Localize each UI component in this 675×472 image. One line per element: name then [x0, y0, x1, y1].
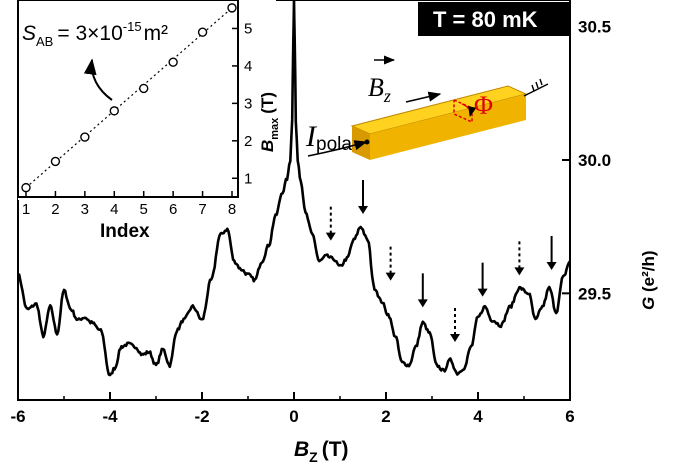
main-chart: -6 -4 -2 0 2 4 6 29.5 30.0 30.5 BZ (T) G (e²/h) T… [10, 0, 658, 465]
peak-arrows [325, 180, 557, 342]
arrow-head [477, 288, 488, 297]
inset-x-label: Index [100, 221, 150, 242]
inset-data-point [109, 106, 119, 116]
flux-label: Φ [474, 91, 493, 120]
arrow-head [546, 262, 557, 270]
main-y-tick-label: 30.0 [578, 151, 611, 170]
inset-y-ticks: 1 2 3 4 5 [232, 20, 252, 187]
inset-points [21, 3, 237, 193]
arrow-head [325, 232, 336, 241]
main-x-tick-label: 2 [381, 407, 390, 426]
field-arrow [405, 91, 442, 103]
current-label: Ipola [305, 120, 352, 155]
current-arrow [307, 140, 368, 157]
x-axis-label: BZ (T) [294, 438, 349, 465]
inset-x-tick-label: 4 [110, 201, 118, 218]
inset-data-point [21, 182, 31, 193]
device-schematic: Φ Bz Ipola [305, 55, 549, 160]
inset-y-tick-label: 3 [244, 95, 252, 112]
inset-data-point [80, 132, 90, 142]
inset-y-tick-label: 2 [244, 133, 252, 150]
temperature-badge [418, 2, 570, 36]
inset-x-tick-label: 7 [198, 201, 206, 218]
inset-x-tick-label: 3 [81, 201, 89, 218]
main-y-ticks: 29.5 30.0 30.5 [562, 18, 611, 303]
main-x-tick-label: -6 [10, 407, 25, 426]
main-x-tick-label: 0 [289, 407, 298, 426]
inset-x-tick-label: 1 [22, 201, 30, 218]
main-y-tick-label: 30.5 [578, 18, 611, 37]
inset-data-point [139, 83, 149, 94]
y-axis-label: G (e²/h) [639, 251, 658, 311]
inset-data-point [50, 156, 61, 167]
main-x-tick-label: -4 [102, 407, 118, 426]
arrow-head [358, 206, 368, 214]
inset-y-tick-label: 4 [244, 58, 252, 75]
inset-x-ticks: 1 2 3 4 5 6 7 8 [22, 191, 236, 218]
contact-dot [364, 139, 370, 145]
inset-y-label: Bmax(T) [258, 92, 281, 152]
inset-data-point [227, 3, 237, 13]
formula-pointer-arrow [83, 58, 113, 101]
ground-symbol [523, 78, 549, 97]
inset-x-tick-label: 2 [51, 201, 59, 218]
arrow-head [385, 272, 396, 281]
field-label: Bz [368, 73, 391, 106]
main-x-tick-label: -2 [194, 407, 209, 426]
inset-x-tick-label: 5 [140, 201, 148, 218]
main-x-tick-label: 6 [565, 407, 574, 426]
inset-x-tick-label: 6 [169, 201, 177, 218]
bar-front-face [370, 94, 526, 160]
arrow-head [417, 299, 428, 308]
inset-y-tick-label: 1 [244, 170, 252, 187]
inset-x-tick-label: 8 [228, 201, 236, 218]
inset-y-tick-label: 5 [244, 20, 252, 37]
temperature-label: T = 80 mK [433, 7, 538, 32]
conductance-trace [16, 0, 572, 377]
inset-data-point [197, 27, 208, 37]
main-x-tick-label: 4 [473, 407, 483, 426]
area-formula: SAB = 3×10-15m² [22, 19, 168, 49]
flux-loop-arrow [461, 103, 477, 118]
inset-chart: 1 2 3 4 5 6 7 8 1 2 3 4 5 Index Bmax(T) SAB = 3×10-1… [17, 0, 281, 242]
main-y-tick-label: 29.5 [578, 284, 611, 303]
arrow-head [450, 334, 460, 342]
arrow-head [514, 267, 525, 276]
inset-fit-line [25, 7, 233, 189]
inset-data-point [168, 57, 178, 67]
main-x-ticks: -6 -4 -2 0 2 4 6 [10, 392, 575, 426]
